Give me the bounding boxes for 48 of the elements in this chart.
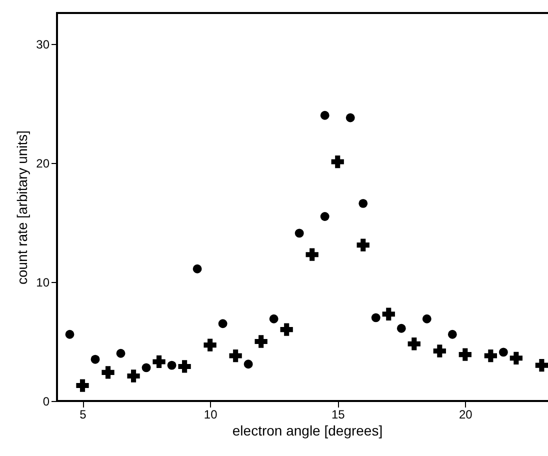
point: [254, 335, 268, 348]
point: [433, 344, 446, 358]
y-tick-label: 30: [36, 37, 50, 52]
point: [102, 366, 114, 379]
point: [244, 360, 253, 369]
point: [458, 348, 472, 361]
point: [152, 355, 166, 368]
point: [331, 155, 344, 168]
x-tick-label: 15: [331, 408, 346, 422]
point: [280, 323, 293, 336]
point: [116, 348, 126, 358]
point: [127, 370, 140, 382]
point: [204, 338, 216, 352]
point: [320, 110, 330, 120]
point: [422, 314, 432, 324]
y-tick-label: 20: [36, 156, 50, 170]
x-tick-label: 10: [204, 408, 218, 422]
point: [178, 360, 191, 373]
point: [371, 313, 380, 322]
point: [90, 354, 100, 364]
point: [229, 349, 242, 362]
point: [448, 330, 457, 339]
point: [320, 212, 330, 221]
y-tick-label: 10: [36, 275, 50, 290]
point: [142, 363, 151, 372]
point: [192, 264, 202, 274]
x-tick-label: 5: [80, 408, 87, 422]
point: [356, 238, 370, 252]
point: [535, 358, 548, 372]
x-axis-title: electron angle [degrees]: [232, 422, 383, 438]
point: [269, 314, 278, 324]
point: [306, 248, 318, 261]
point: [346, 113, 355, 122]
point: [218, 319, 228, 328]
y-axis-title: count rate [arbitary units]: [14, 130, 30, 285]
point: [167, 360, 176, 370]
point: [65, 330, 74, 339]
point: [294, 228, 304, 238]
point: [76, 379, 89, 392]
point: [498, 348, 508, 357]
point: [358, 198, 368, 208]
point: [396, 324, 406, 333]
y-tick-label: 0: [42, 394, 50, 408]
point: [510, 352, 523, 364]
point: [382, 308, 395, 320]
x-tick-label: 20: [458, 408, 473, 422]
point: [408, 338, 420, 350]
point: [484, 349, 497, 362]
